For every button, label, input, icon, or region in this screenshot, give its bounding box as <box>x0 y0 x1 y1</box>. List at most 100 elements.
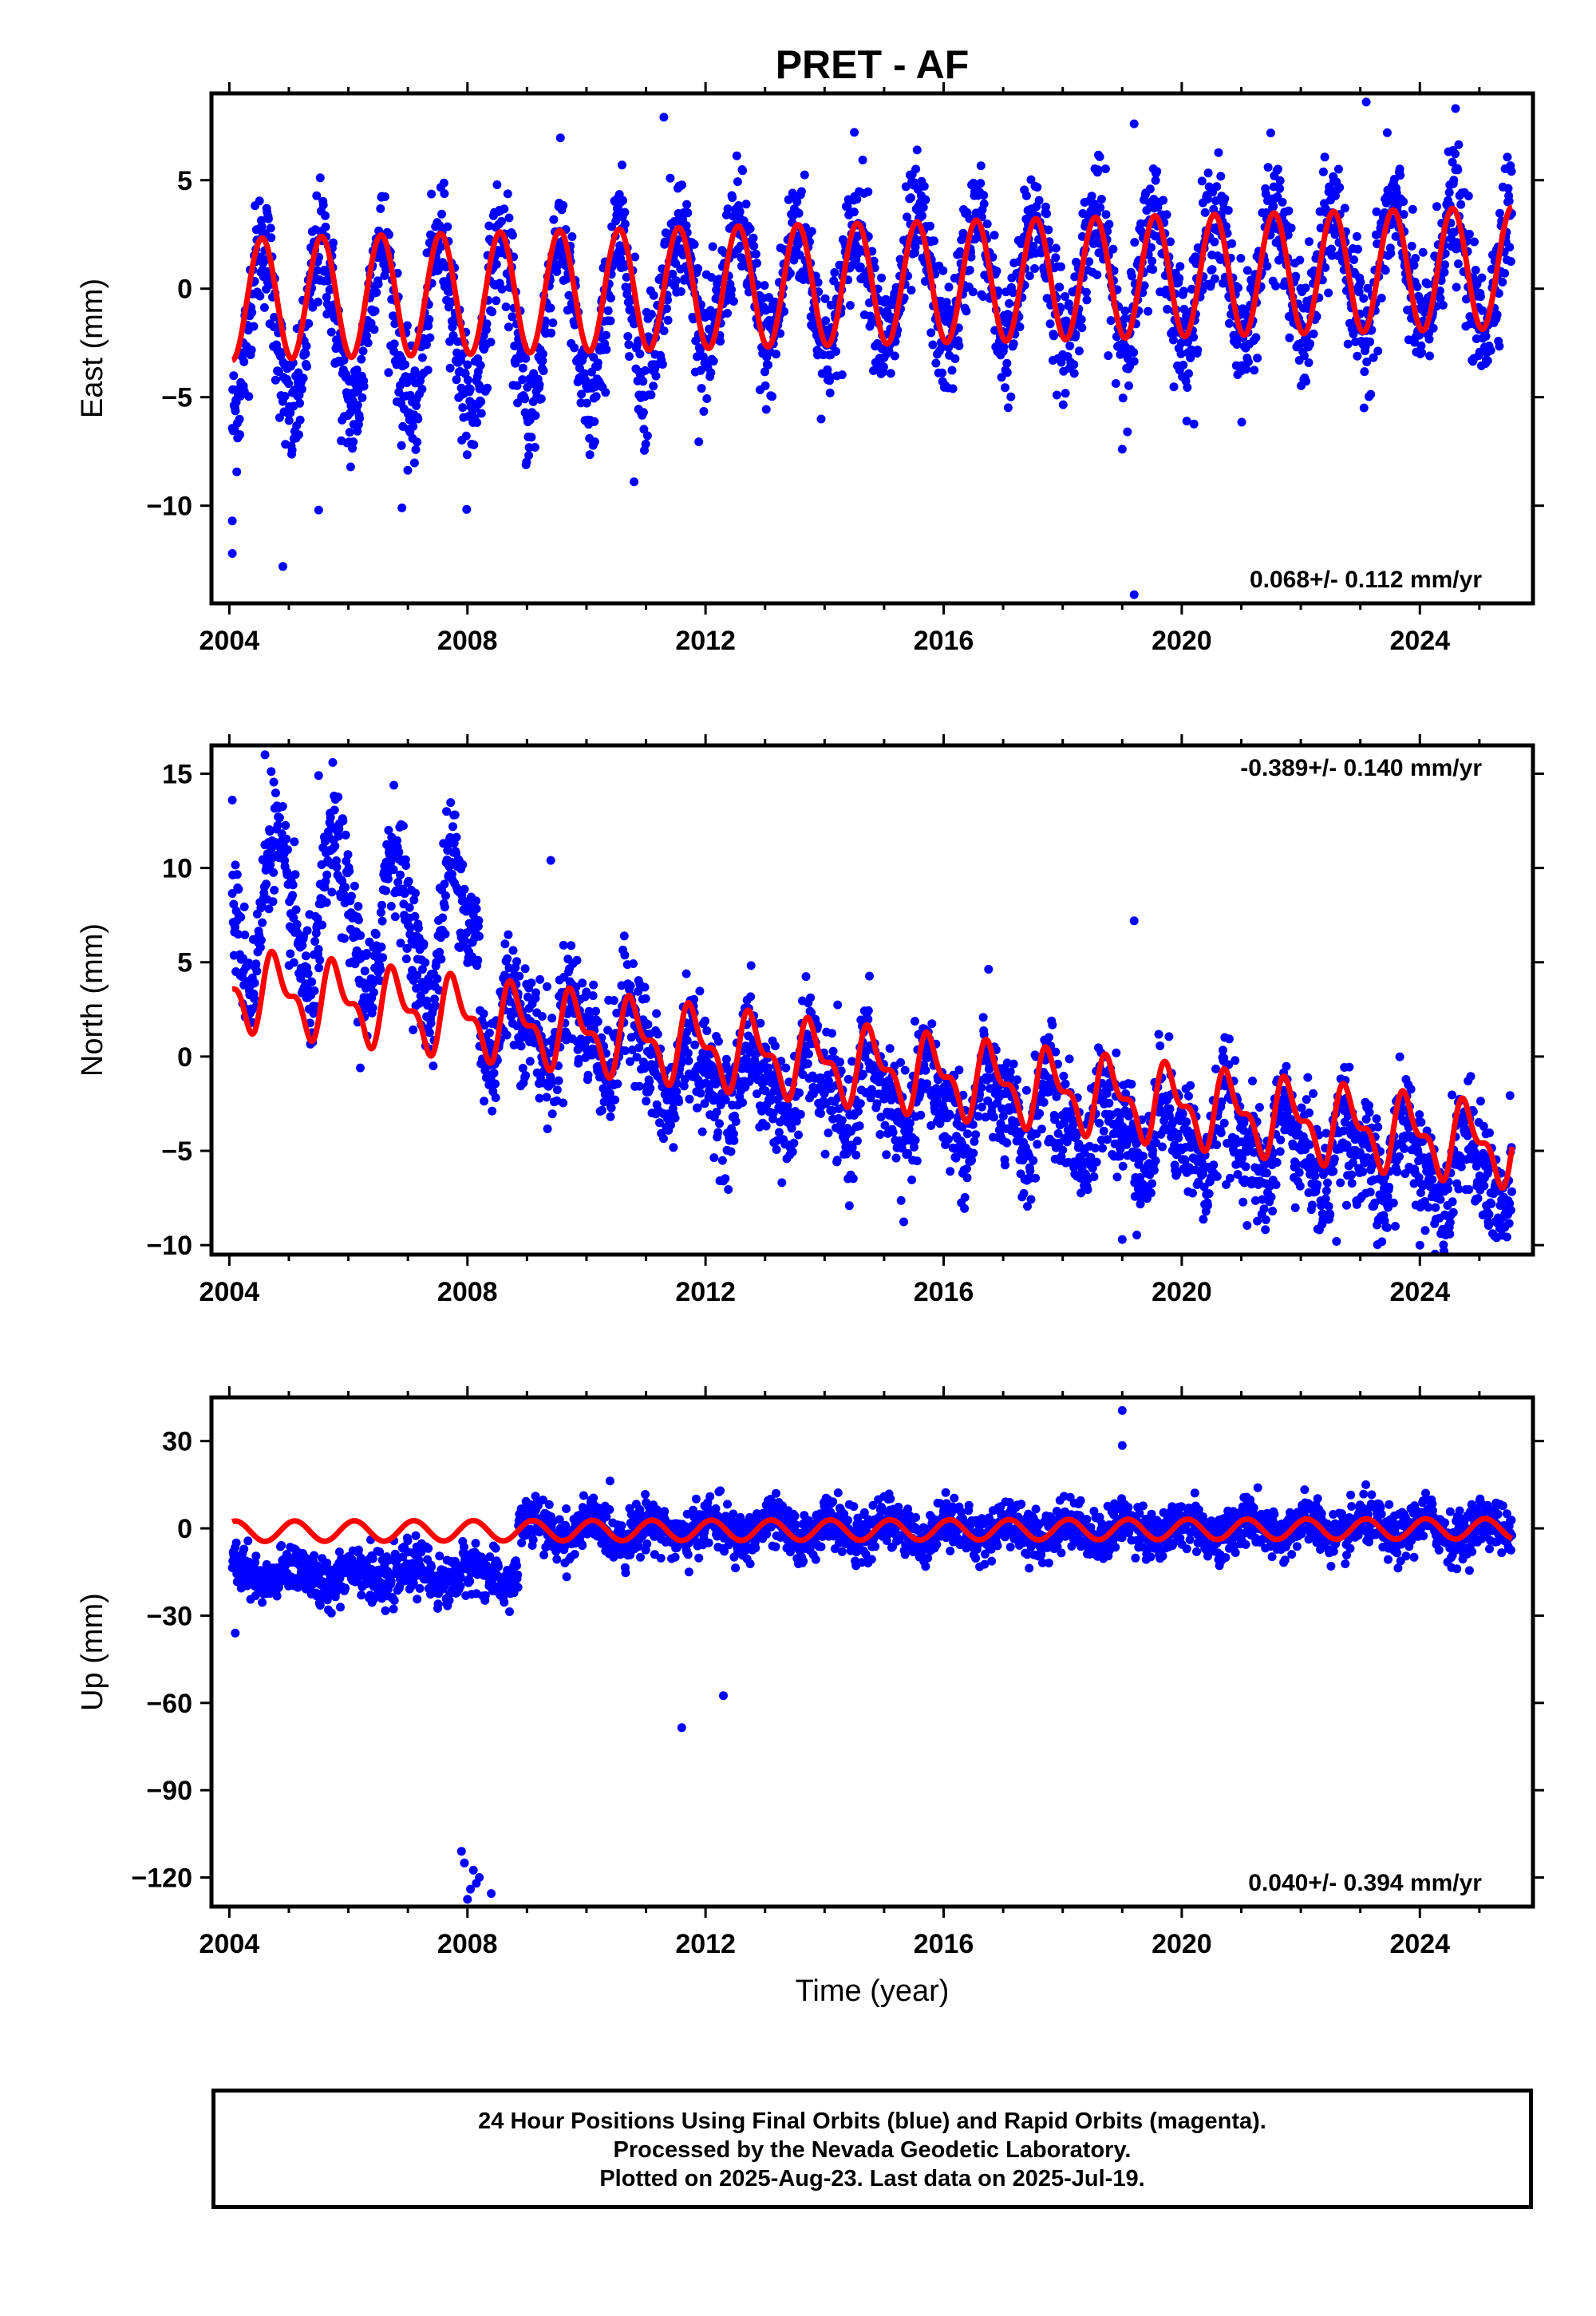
data-point <box>969 1148 978 1158</box>
data-point <box>378 953 388 962</box>
data-point <box>426 1018 436 1028</box>
data-point <box>1148 256 1157 266</box>
data-point <box>1356 278 1365 287</box>
data-point <box>555 133 565 143</box>
data-point <box>409 1025 418 1034</box>
data-point <box>920 277 930 286</box>
data-point <box>537 1012 547 1021</box>
data-point <box>476 397 486 406</box>
data-point <box>267 767 276 777</box>
data-point <box>543 1124 552 1133</box>
data-point <box>912 1156 922 1166</box>
data-point <box>368 1003 377 1013</box>
data-point <box>684 1056 693 1065</box>
data-point <box>832 1156 842 1165</box>
data-point <box>1034 196 1044 205</box>
data-point <box>1451 149 1460 159</box>
data-point <box>518 363 527 373</box>
data-point <box>411 445 421 454</box>
data-point <box>440 879 449 889</box>
data-point <box>531 411 540 421</box>
data-point <box>1284 206 1294 215</box>
data-point <box>852 1136 862 1146</box>
data-point <box>1453 165 1463 175</box>
data-point <box>855 262 865 271</box>
outlier-point <box>1451 104 1460 113</box>
data-point <box>1377 294 1386 302</box>
data-point <box>539 366 548 376</box>
data-point <box>620 207 630 217</box>
data-point <box>606 1112 615 1121</box>
data-point <box>482 319 492 329</box>
data-point <box>903 212 911 222</box>
data-point <box>1096 195 1106 204</box>
outlier-point <box>630 477 639 487</box>
data-point <box>1144 306 1153 316</box>
data-point <box>944 343 953 353</box>
data-point <box>322 870 332 879</box>
data-point <box>355 413 365 423</box>
data-point <box>1176 349 1186 358</box>
data-point <box>735 207 745 216</box>
data-point <box>512 381 522 390</box>
data-point <box>274 367 283 377</box>
data-point <box>1044 1033 1053 1042</box>
data-point <box>788 1147 797 1156</box>
data-point <box>837 370 847 380</box>
data-point <box>1081 287 1091 297</box>
data-point <box>410 911 420 921</box>
data-point <box>1077 314 1086 324</box>
data-point <box>1453 259 1463 269</box>
data-point <box>1454 140 1464 149</box>
data-point <box>527 433 536 442</box>
data-point <box>824 1128 833 1138</box>
data-point <box>343 850 353 860</box>
data-point <box>726 1147 736 1156</box>
data-point <box>452 832 461 842</box>
data-point <box>486 338 496 347</box>
data-point <box>837 1116 847 1125</box>
data-point <box>968 287 978 297</box>
data-point <box>1504 196 1514 206</box>
data-point <box>266 223 275 233</box>
data-point <box>646 1084 655 1093</box>
data-point <box>997 373 1006 382</box>
data-point <box>764 1063 773 1073</box>
data-point <box>1001 383 1009 393</box>
data-point <box>441 891 450 900</box>
data-point <box>500 204 509 214</box>
data-point <box>269 777 279 787</box>
data-point <box>450 810 460 820</box>
data-point <box>247 346 256 354</box>
data-point <box>398 821 408 831</box>
data-point <box>232 467 242 476</box>
data-point <box>1129 348 1139 358</box>
data-point <box>1353 351 1362 361</box>
data-point <box>1051 243 1061 253</box>
data-point <box>231 406 240 416</box>
data-point <box>641 366 650 375</box>
data-point <box>473 955 483 965</box>
data-point <box>497 216 506 226</box>
data-point <box>699 407 709 416</box>
data-point <box>512 957 521 966</box>
data-point <box>1042 209 1052 219</box>
data-point <box>1340 204 1349 213</box>
data-point <box>334 792 343 802</box>
data-point <box>389 339 399 349</box>
data-point <box>651 371 661 381</box>
data-point <box>377 900 386 910</box>
data-point <box>606 316 615 326</box>
data-point <box>1189 333 1199 342</box>
data-point <box>290 870 300 879</box>
data-point <box>681 221 691 231</box>
data-point <box>1104 219 1114 229</box>
data-point <box>1035 1109 1045 1118</box>
data-point <box>585 450 595 460</box>
data-point <box>1216 172 1226 181</box>
data-point <box>863 187 873 196</box>
data-point <box>670 1113 680 1123</box>
data-point <box>548 318 558 327</box>
